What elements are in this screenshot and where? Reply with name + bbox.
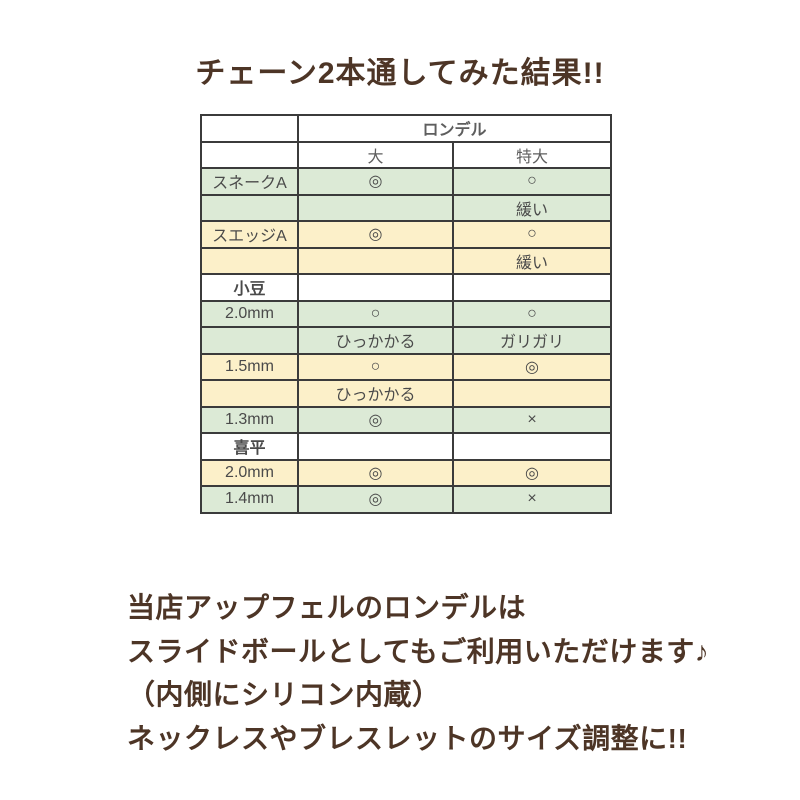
cell-remark-large <box>297 247 454 275</box>
cell-chain-label <box>200 247 299 275</box>
table-remark-row: 緩い <box>200 247 613 275</box>
cell-chain-label: スエッジA <box>200 220 299 249</box>
cell-chain-label: スネークA <box>200 167 299 196</box>
cell-result-xlarge: ○ <box>451 167 613 196</box>
cell-result-large: ○ <box>297 299 454 328</box>
footer-line: 当店アップフェルのロンデルは <box>127 592 527 623</box>
cell-remark-large: ひっかかる <box>297 326 454 355</box>
cell-chain-label: 2.0mm <box>200 458 299 487</box>
cell-result-large: ◎ <box>297 458 454 487</box>
cell-result-xlarge: ○ <box>451 299 613 328</box>
cell-chain-label <box>200 326 299 355</box>
table-row: 2.0mm ○ ○ <box>200 299 613 328</box>
table-row: 2.0mm ◎ ◎ <box>200 458 613 487</box>
cell-result-xlarge: × <box>451 485 613 514</box>
cell-result-large: ◎ <box>297 167 454 196</box>
cell-chain-label: 1.5mm <box>200 352 299 381</box>
cell-result-xlarge: ○ <box>451 220 613 249</box>
footer-line: ネックレスやブレスレットのサイズ調整に!! <box>127 722 688 754</box>
cell-result-large: ◎ <box>297 485 454 514</box>
table-row: スエッジA ◎ ○ <box>200 220 613 249</box>
group-header-rondelle: ロンデル <box>296 114 613 143</box>
cell-result-large: ○ <box>297 352 454 381</box>
cell-remark-xlarge: 緩い <box>451 194 613 222</box>
footer-line: （内側にシリコン内蔵） <box>127 679 441 710</box>
cell-remark-large: ひっかかる <box>297 379 454 408</box>
table-remark-row: 緩い <box>200 194 613 222</box>
cell-result-large: ◎ <box>297 405 454 434</box>
corner-cell <box>200 114 299 143</box>
cell-result-xlarge: ◎ <box>451 458 613 487</box>
col-header-xlarge: 特大 <box>451 141 613 169</box>
cell-result-xlarge: × <box>451 405 613 434</box>
cell-chain-label: 2.0mm <box>200 299 299 328</box>
table-remark-row: ひっかかる ガリガリ <box>200 326 613 355</box>
cell-empty <box>297 273 454 302</box>
table-header-row-group: ロンデル <box>200 114 613 143</box>
table-row: 1.4mm ◎ × <box>200 485 613 514</box>
table-header-row-sizes: 大 特大 <box>200 141 613 169</box>
cell-empty <box>451 432 613 461</box>
cell-remark-xlarge: 緩い <box>451 247 613 275</box>
cell-chain-label: 1.4mm <box>200 485 299 514</box>
section-header-kihei: 喜平 <box>200 432 299 461</box>
table-row: 1.5mm ○ ◎ <box>200 352 613 381</box>
cell-remark-xlarge: ガリガリ <box>451 326 613 355</box>
footer-line: スライドボールとしてもご利用いただけます♪ <box>127 635 710 667</box>
col-header-large: 大 <box>297 141 454 169</box>
table-remark-row: ひっかかる <box>200 379 613 408</box>
footer-description: 当店アップフェルのロンデルは スライドボールとしてもご利用いただけます♪ （内側… <box>127 586 767 760</box>
table-row: 1.3mm ◎ × <box>200 405 613 434</box>
cell-remark-large <box>297 194 454 222</box>
corner-cell <box>200 141 299 169</box>
cell-result-xlarge: ◎ <box>451 352 613 381</box>
cell-chain-label <box>200 194 299 222</box>
table-section-row: 喜平 <box>200 432 613 461</box>
cell-empty <box>297 432 454 461</box>
section-header-azuki: 小豆 <box>200 273 299 302</box>
table-row: スネークA ◎ ○ <box>200 167 613 196</box>
cell-remark-xlarge <box>451 379 613 408</box>
table-section-row: 小豆 <box>200 273 613 302</box>
cell-result-large: ◎ <box>297 220 454 249</box>
cell-empty <box>451 273 613 302</box>
cell-chain-label <box>200 379 299 408</box>
page-title: チェーン2本通してみた結果!! <box>195 57 605 90</box>
cell-chain-label: 1.3mm <box>200 405 299 434</box>
chain-result-table: ロンデル 大 特大 スネークA ◎ ○ 緩い スエッジA ◎ ○ 緩い 小豆 2… <box>200 114 613 514</box>
